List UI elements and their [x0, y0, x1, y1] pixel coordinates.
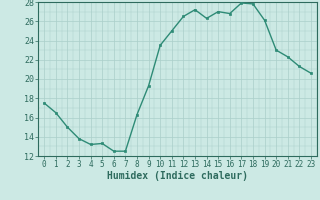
X-axis label: Humidex (Indice chaleur): Humidex (Indice chaleur)	[107, 171, 248, 181]
